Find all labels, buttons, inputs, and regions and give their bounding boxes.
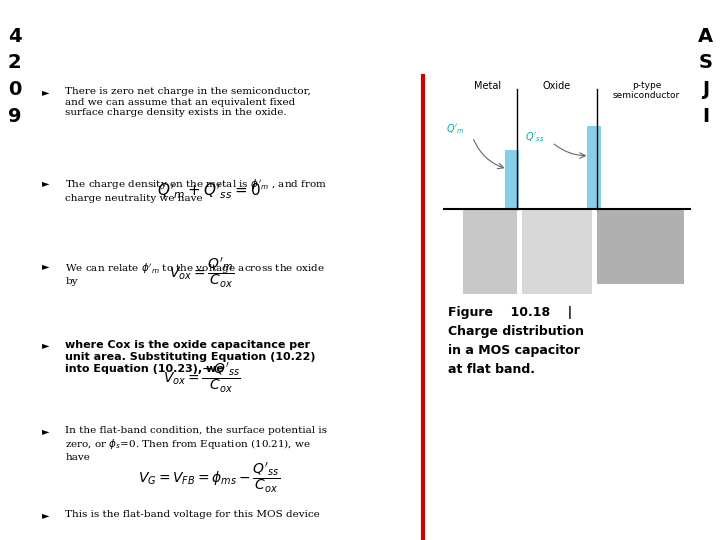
Text: ►: ►	[42, 426, 50, 436]
Text: $V_{ox} = \dfrac{Q'_m}{C_{ox}}$: $V_{ox} = \dfrac{Q'_m}{C_{ox}}$	[168, 255, 235, 290]
Text: A
S
J
I: A S J I	[698, 27, 714, 125]
Text: $V_{ox} = \dfrac{-Q'_{ss}}{C_{ox}}$: $V_{ox} = \dfrac{-Q'_{ss}}{C_{ox}}$	[163, 361, 240, 395]
Bar	[463, 209, 518, 294]
Text: $Q'_{ss}$: $Q'_{ss}$	[525, 130, 544, 144]
Text: where Cox is the oxide capacitance per
unit area. Substituting Equation (10.22)
: where Cox is the oxide capacitance per u…	[66, 340, 316, 374]
Text: ►: ►	[42, 261, 50, 272]
Text: ►: ►	[42, 178, 50, 188]
Text: 4
2
0
9: 4 2 0 9	[8, 27, 21, 125]
Text: $V_G = V_{FB} = \phi_{ms} - \dfrac{Q'_{ss}}{C_{ox}}$: $V_G = V_{FB} = \phi_{ms} - \dfrac{Q'_{s…	[138, 461, 280, 495]
Text: The charge density on the metal is $\phi'_m$ , and from
charge neutrality we hav: The charge density on the metal is $\phi…	[66, 178, 328, 202]
Text: There is zero net charge in the semiconductor,
and we can assume that an equival: There is zero net charge in the semicond…	[66, 87, 311, 117]
Text: p-type
semiconductor: p-type semiconductor	[613, 81, 680, 100]
Bar	[587, 126, 600, 209]
Text: Oxide: Oxide	[543, 81, 571, 91]
Text: Metal: Metal	[474, 81, 501, 91]
Bar	[522, 209, 592, 294]
Text: Flat Band Voltage variation due to Oxide
Charges: Flat Band Voltage variation due to Oxide…	[41, 6, 679, 69]
Text: ►: ►	[42, 340, 50, 350]
Text: ►: ►	[42, 510, 50, 520]
Bar	[505, 150, 518, 209]
Bar	[597, 209, 684, 284]
Text: $Q'_m$: $Q'_m$	[446, 122, 464, 136]
Text: We can relate $\phi'_m$ to the voltage across the oxide
by: We can relate $\phi'_m$ to the voltage a…	[66, 261, 325, 286]
Text: $Q'_m + Q'_{ss} = 0$: $Q'_m + Q'_{ss} = 0$	[157, 181, 261, 201]
Text: ►: ►	[42, 87, 50, 97]
Text: In the flat-band condition, the surface potential is
zero, or $\phi_s$=0. Then f: In the flat-band condition, the surface …	[66, 426, 327, 462]
Text: This is the flat-band voltage for this MOS device: This is the flat-band voltage for this M…	[66, 510, 320, 519]
Text: Figure    10.18    |
Charge distribution
in a MOS capacitor
at flat band.: Figure 10.18 | Charge distribution in a …	[448, 306, 584, 376]
